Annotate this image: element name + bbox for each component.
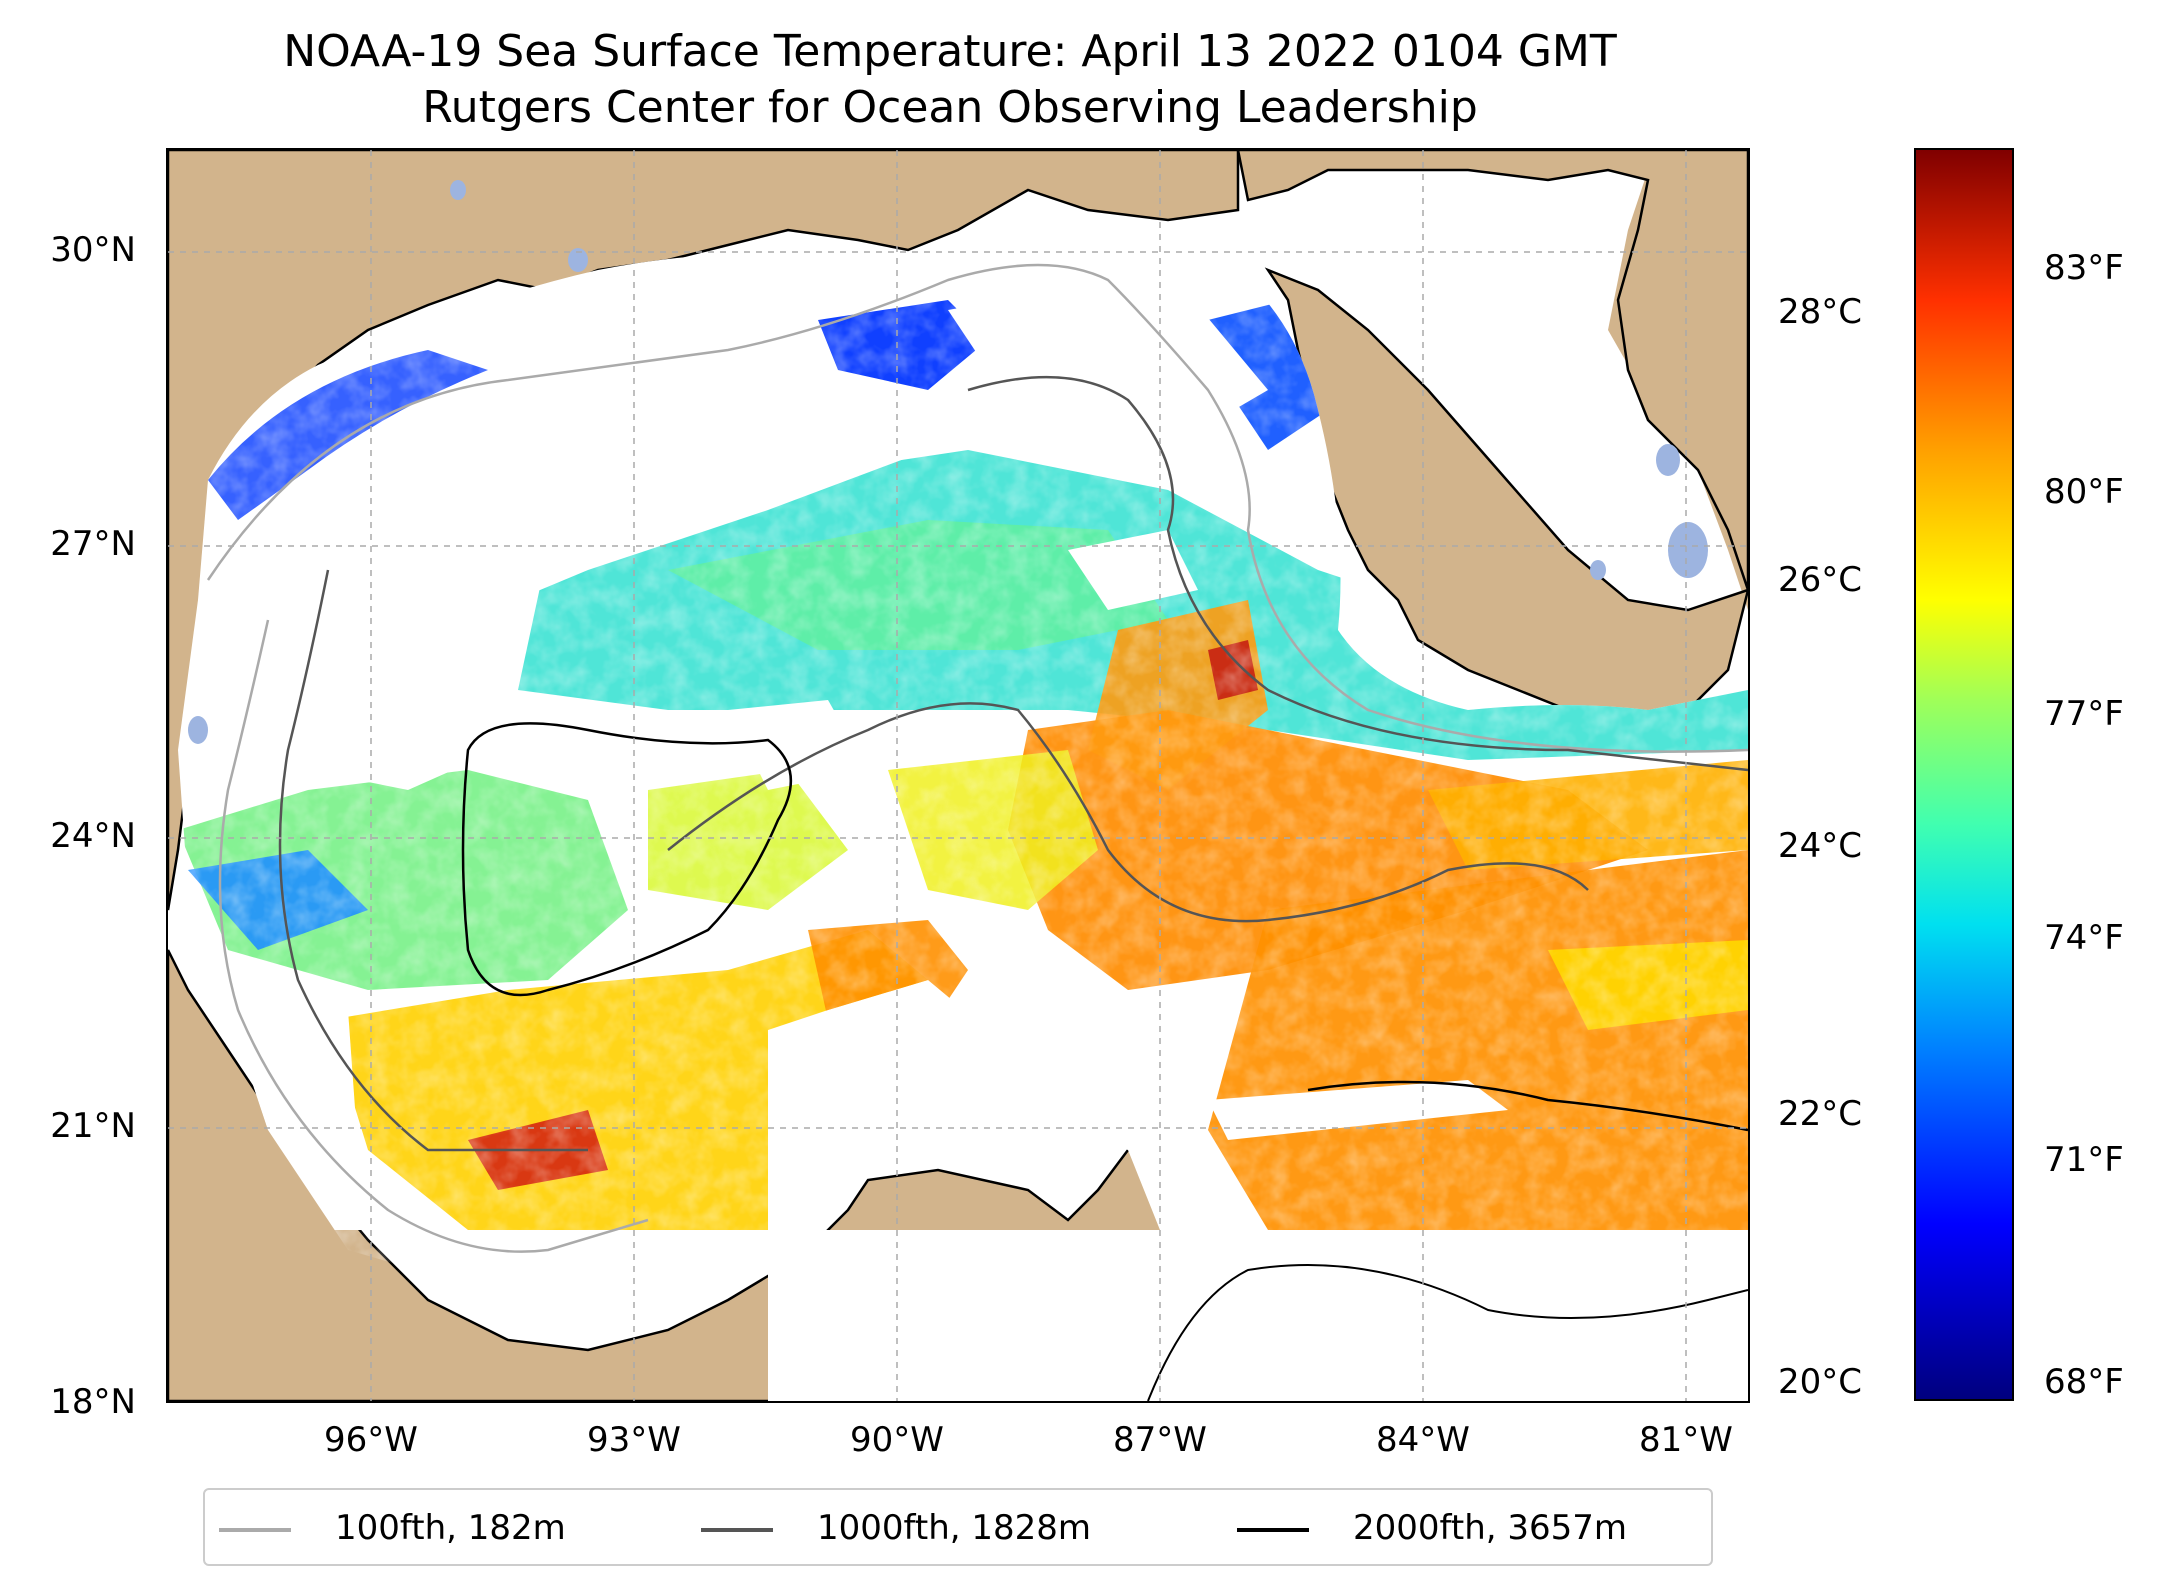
chart-subtitle: Rutgers Center for Ocean Observing Leade… bbox=[422, 82, 1478, 133]
sst-map bbox=[166, 148, 1750, 1403]
chart-title: NOAA-19 Sea Surface Temperature: April 1… bbox=[283, 26, 1617, 77]
colorbar-label-28c: 28°C bbox=[1778, 292, 1863, 332]
lat-label-30n: 30°N bbox=[50, 230, 136, 270]
lakes bbox=[188, 180, 1708, 744]
bathymetry-contours bbox=[206, 263, 1748, 1253]
colorbar-label-24c: 24°C bbox=[1778, 826, 1863, 866]
lon-label-93w: 93°W bbox=[587, 1420, 681, 1460]
colorbar-label-83f: 83°F bbox=[2044, 248, 2124, 288]
lat-label-27n: 27°N bbox=[50, 524, 136, 564]
lon-label-90w: 90°W bbox=[850, 1420, 944, 1460]
colorbar-label-26c: 26°C bbox=[1778, 560, 1863, 600]
lon-label-96w: 96°W bbox=[324, 1420, 418, 1460]
sst-field bbox=[178, 215, 1748, 1230]
legend-swatch-100fth bbox=[219, 1528, 291, 1532]
colorbar-label-22c: 22°C bbox=[1778, 1094, 1863, 1134]
colorbar-label-71f: 71°F bbox=[2044, 1140, 2124, 1180]
legend-label-2000fth: 2000fth, 3657m bbox=[1353, 1508, 1628, 1548]
lat-label-21n: 21°N bbox=[50, 1106, 136, 1146]
legend-swatch-2000fth bbox=[1237, 1528, 1309, 1532]
colorbar-label-68f: 68°F bbox=[2044, 1362, 2124, 1402]
colorbar-label-74f: 74°F bbox=[2044, 918, 2124, 958]
graticule bbox=[168, 150, 1748, 1401]
lon-label-87w: 87°W bbox=[1113, 1420, 1207, 1460]
contour-2000fth bbox=[461, 722, 1748, 1132]
lat-label-18n: 18°N bbox=[50, 1382, 136, 1422]
contour-100fth bbox=[206, 263, 1748, 1253]
legend-label-100fth: 100fth, 182m bbox=[335, 1508, 566, 1548]
temperature-colorbar bbox=[1914, 148, 2014, 1401]
lat-label-24n: 24°N bbox=[50, 816, 136, 856]
legend-swatch-1000fth bbox=[701, 1528, 773, 1532]
legend-label-1000fth: 1000fth, 1828m bbox=[817, 1508, 1092, 1548]
contour-legend: 100fth, 182m 1000fth, 1828m 2000fth, 365… bbox=[203, 1488, 1713, 1566]
colorbar-label-20c: 20°C bbox=[1778, 1362, 1863, 1402]
colorbar-label-77f: 77°F bbox=[2044, 694, 2124, 734]
contour-1000fth bbox=[278, 375, 1748, 1152]
lon-label-84w: 84°W bbox=[1376, 1420, 1470, 1460]
colorbar-label-80f: 80°F bbox=[2044, 472, 2124, 512]
lon-label-81w: 81°W bbox=[1639, 1420, 1733, 1460]
